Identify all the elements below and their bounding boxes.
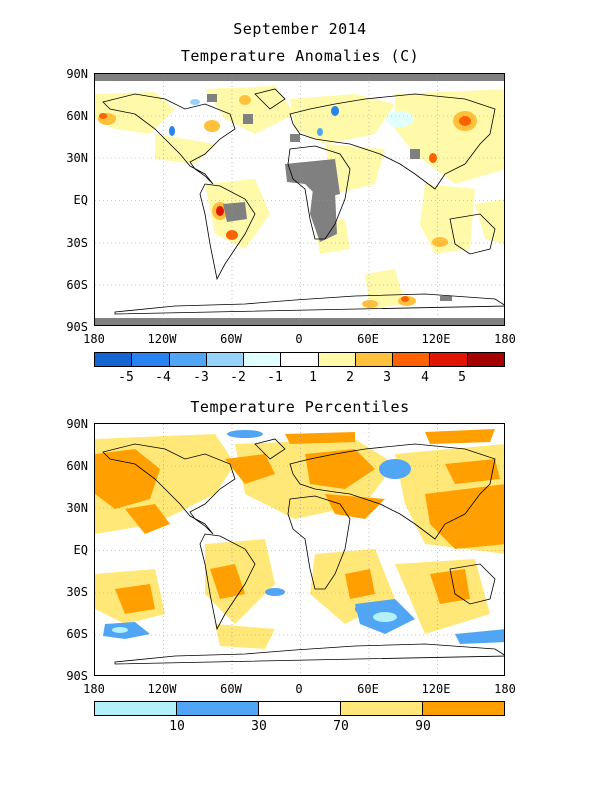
lon-label: 120W [147,682,177,696]
colorbar-label: 4 [421,370,429,385]
anomaly-map-title: Temperature Anomalies (C) [180,47,420,65]
colorbar-swatch [169,353,207,366]
below-10th-percentile-shading [112,612,397,633]
colorbar-label: 30 [251,719,267,734]
lon-label: 180 [83,332,105,346]
colorbar-swatch [259,702,341,715]
colorbar-label: -5 [118,370,134,385]
colorbar-swatch [95,353,133,366]
lat-label: 90S [66,669,88,683]
lon-label: 120E [421,682,451,696]
lat-label: EQ [73,543,88,557]
colorbar-label: 90 [415,719,431,734]
colorbar-swatch [132,353,170,366]
above-90th-percentile-shading [95,429,504,614]
colorbar-swatch [341,702,423,715]
lon-label: 60E [357,682,379,696]
lon-label: 180 [494,682,516,696]
lat-label: 90S [66,320,88,334]
colorbar-label: 10 [169,719,185,734]
missing-data-band [95,74,504,81]
map-grid [95,424,504,675]
anomaly-colorbar [94,352,505,367]
coastlines [102,438,504,665]
lon-label: 180 [494,332,516,346]
colorbar-swatch [95,702,177,715]
map-date-title: September 2014 [233,20,367,38]
lon-label: 180 [83,682,105,696]
colorbar-swatch [430,353,468,366]
lat-label: 30N [66,151,88,165]
lat-label: EQ [73,193,88,207]
colorbar-label: -4 [155,370,171,385]
missing-data-band [95,318,504,325]
lon-label: 60W [220,682,242,696]
colorbar-swatch [355,353,394,366]
colorbar-swatch [244,353,282,366]
warm-anomaly-shading [95,86,504,309]
colorbar-label: -3 [193,370,209,385]
lat-label: 90N [66,417,88,431]
lon-label: 120W [147,332,177,346]
colorbar-swatch [177,702,259,715]
colorbar-swatch [467,353,504,366]
percentile-map [94,423,505,676]
colorbar-label: 5 [458,370,466,385]
colorbar-swatch [393,353,431,366]
lat-label: 60S [66,627,88,641]
cool-anomaly-shading [169,99,414,136]
lon-label: 60W [220,332,242,346]
colorbar-swatch [423,702,504,715]
colorbar-swatch [206,353,245,366]
percentile-map-title: Temperature Percentiles [190,398,410,416]
colorbar-label: 3 [383,370,391,385]
colorbar-label: 1 [309,370,317,385]
lat-label: 60S [66,278,88,292]
colorbar-swatch [281,353,319,366]
percentile-colorbar [94,701,505,716]
lat-label: 60N [66,109,88,123]
lon-label: 120E [421,332,451,346]
colorbar-label: 2 [346,370,354,385]
coastlines [102,88,504,315]
anomaly-map [94,73,505,326]
lat-label: 30S [66,585,88,599]
lon-label: 0 [295,682,303,696]
colorbar-label: -2 [230,370,246,385]
colorbar-swatch [318,353,356,366]
map-grid [95,74,504,325]
lat-label: 30N [66,501,88,515]
lat-label: 60N [66,459,88,473]
missing-land-data [207,94,452,301]
colorbar-label: 70 [333,719,349,734]
colorbar-label: -1 [267,370,283,385]
lat-label: 30S [66,236,88,250]
lon-label: 0 [295,332,303,346]
lat-label: 90N [66,67,88,81]
lon-label: 60E [357,332,379,346]
